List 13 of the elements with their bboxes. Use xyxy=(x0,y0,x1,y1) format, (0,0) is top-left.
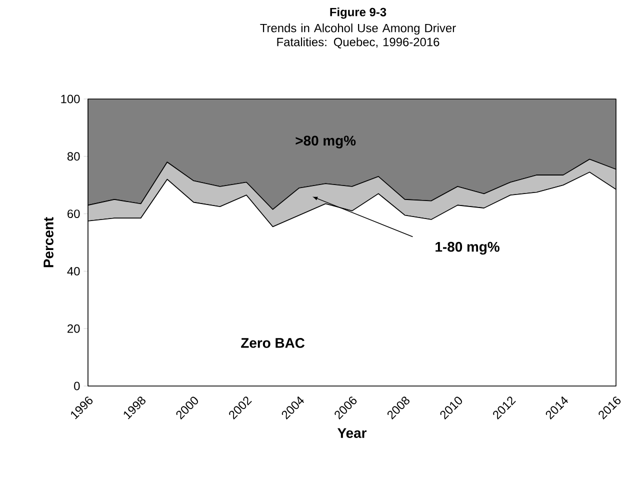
series-label: Zero BAC xyxy=(241,338,305,348)
y-tick-label: 80 xyxy=(67,152,80,161)
y-tick-label: 100 xyxy=(61,94,80,104)
y-tick-label: 0 xyxy=(74,382,80,390)
x-axis-title: Year xyxy=(338,428,367,438)
series-label: >80 mg% xyxy=(296,136,356,148)
chart-title: Figure 9-3 xyxy=(330,8,386,19)
y-tick-label: 20 xyxy=(68,324,80,333)
y-tick-label: 40 xyxy=(67,266,80,276)
y-tick-label: 60 xyxy=(68,210,80,218)
series-label: 1-80 mg% xyxy=(436,242,500,255)
chart-subtitle: Trends in Alcohol Use Among Driver Fatalities: Quebec, 1996-2016 xyxy=(260,24,456,48)
y-axis-title: Percent xyxy=(44,217,54,268)
